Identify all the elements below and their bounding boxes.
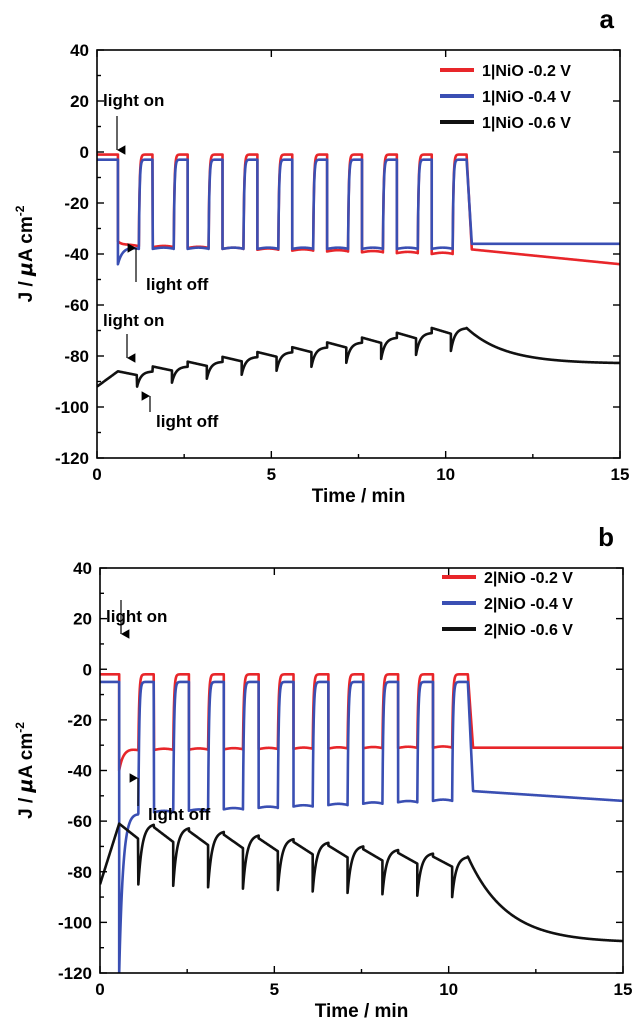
x-axis-title: Time / min — [312, 486, 406, 507]
y-tick-label: -40 — [67, 762, 92, 781]
y-tick-label: -60 — [64, 296, 89, 315]
annotation-label: light on — [103, 91, 164, 110]
y-tick-label: 40 — [73, 559, 92, 578]
y-tick-label: -40 — [64, 245, 89, 264]
panel-label: a — [600, 4, 615, 34]
legend: 1|NiO -0.2 V 1|NiO -0.4 V 1|NiO -0.6 V — [440, 63, 571, 132]
annotation-label: light on — [103, 311, 164, 330]
x-tick-label: 5 — [270, 980, 279, 999]
series-layer — [97, 153, 620, 388]
panel-label: b — [598, 522, 614, 552]
y-axis-title-unit: A cm — [16, 733, 37, 779]
y-tick-label: 20 — [70, 92, 89, 111]
plot-frame — [96, 49, 621, 459]
y-axis-title-mu: μ — [15, 779, 37, 794]
series-line-1 — [100, 673, 623, 772]
series-layer — [100, 673, 623, 973]
x-tick-label: 5 — [267, 465, 276, 484]
legend-label: 1|NiO -0.6 V — [482, 115, 571, 132]
legend-label: 1|NiO -0.2 V — [482, 63, 571, 80]
legend-label: 2|NiO -0.4 V — [484, 596, 573, 613]
x-tick-label: 15 — [611, 465, 630, 484]
x-axis-title: Time / min — [315, 1001, 409, 1022]
x-tick-label: 10 — [439, 980, 458, 999]
y-tick-label: -80 — [67, 863, 92, 882]
y-tick-label: -100 — [58, 913, 92, 932]
y-tick-label: 0 — [80, 143, 89, 162]
y-tick-label: -120 — [55, 449, 89, 468]
annotation-label: light on — [106, 607, 167, 626]
series-line-3 — [100, 822, 623, 943]
y-axis-title-unit: A cm — [16, 216, 37, 262]
annotation-label: light off — [148, 805, 211, 824]
legend-label: 1|NiO -0.4 V — [482, 89, 571, 106]
x-tick-label: 10 — [436, 465, 455, 484]
y-tick-label: -60 — [67, 812, 92, 831]
annotation-label: light off — [156, 412, 219, 431]
series-line-2 — [100, 680, 623, 973]
y-tick-label: -20 — [67, 711, 92, 730]
series-line-2 — [97, 158, 620, 266]
y-axis-title: J / μA cm-2 — [13, 205, 37, 302]
y-tick-label: 40 — [70, 41, 89, 60]
annotation-layer: light on light off — [106, 600, 211, 824]
y-tick-label: -20 — [64, 194, 89, 213]
y-tick-label: -80 — [64, 347, 89, 366]
y-tick-label: -100 — [55, 398, 89, 417]
y-axis-title-sup: -2 — [13, 722, 27, 733]
y-axis-title-main: J / — [16, 793, 37, 819]
annotation-layer: light on light off light on light off — [103, 91, 219, 431]
y-axis-title-main: J / — [16, 276, 37, 302]
x-tick-label: 0 — [95, 980, 104, 999]
y-tick-label: -120 — [58, 964, 92, 983]
annotation-label: light off — [146, 275, 209, 294]
y-axis-title: J / μA cm-2 — [13, 722, 37, 819]
y-axis-title-sup: -2 — [13, 205, 27, 216]
y-tick-label: 0 — [83, 660, 92, 679]
x-tick-label: 0 — [92, 465, 101, 484]
legend: 2|NiO -0.2 V 2|NiO -0.4 V 2|NiO -0.6 V — [442, 570, 573, 639]
series-line-3 — [97, 326, 620, 388]
legend-label: 2|NiO -0.2 V — [484, 570, 573, 587]
y-axis-title-mu: μ — [15, 262, 37, 277]
legend-label: 2|NiO -0.6 V — [484, 622, 573, 639]
x-tick-label: 15 — [614, 980, 633, 999]
y-tick-label: 20 — [73, 610, 92, 629]
